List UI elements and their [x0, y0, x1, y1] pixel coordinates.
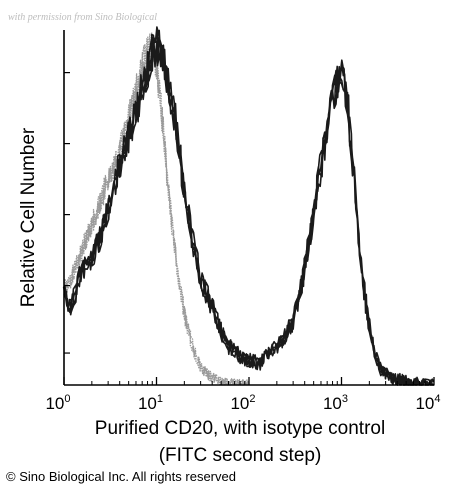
- x-tick-label: 103: [323, 393, 348, 413]
- x-tick-base: 10: [230, 394, 249, 413]
- x-tick-base: 10: [45, 394, 64, 413]
- x-tick-exponent: 1: [157, 393, 163, 405]
- x-tick-base: 10: [323, 394, 342, 413]
- x-tick-exponent: 4: [434, 393, 440, 405]
- x-tick-label: 104: [415, 393, 440, 413]
- x-tick-label: 101: [138, 393, 163, 413]
- x-axis-title-line1: Purified CD20, with isotype control: [95, 418, 385, 439]
- x-tick-exponent: 3: [342, 393, 348, 405]
- tick-labels: 100 101 102 103 104: [45, 393, 440, 413]
- copyright-text: © Sino Biological Inc. All rights reserv…: [6, 469, 236, 484]
- cd20-sample-line: [62, 26, 435, 386]
- x-tick-base: 10: [415, 394, 434, 413]
- x-tick-base: 10: [138, 394, 157, 413]
- x-tick-exponent: 2: [249, 393, 255, 405]
- x-tick-label: 102: [230, 393, 255, 413]
- x-tick-label: 100: [45, 393, 70, 413]
- y-axis-title: Relative Cell Number: [18, 127, 39, 307]
- plot-area: [62, 26, 435, 386]
- watermark-text: with permission from Sino Biological: [8, 12, 157, 23]
- x-tick-exponent: 0: [64, 393, 70, 405]
- x-axis-title-line2: (FITC second step): [159, 445, 322, 466]
